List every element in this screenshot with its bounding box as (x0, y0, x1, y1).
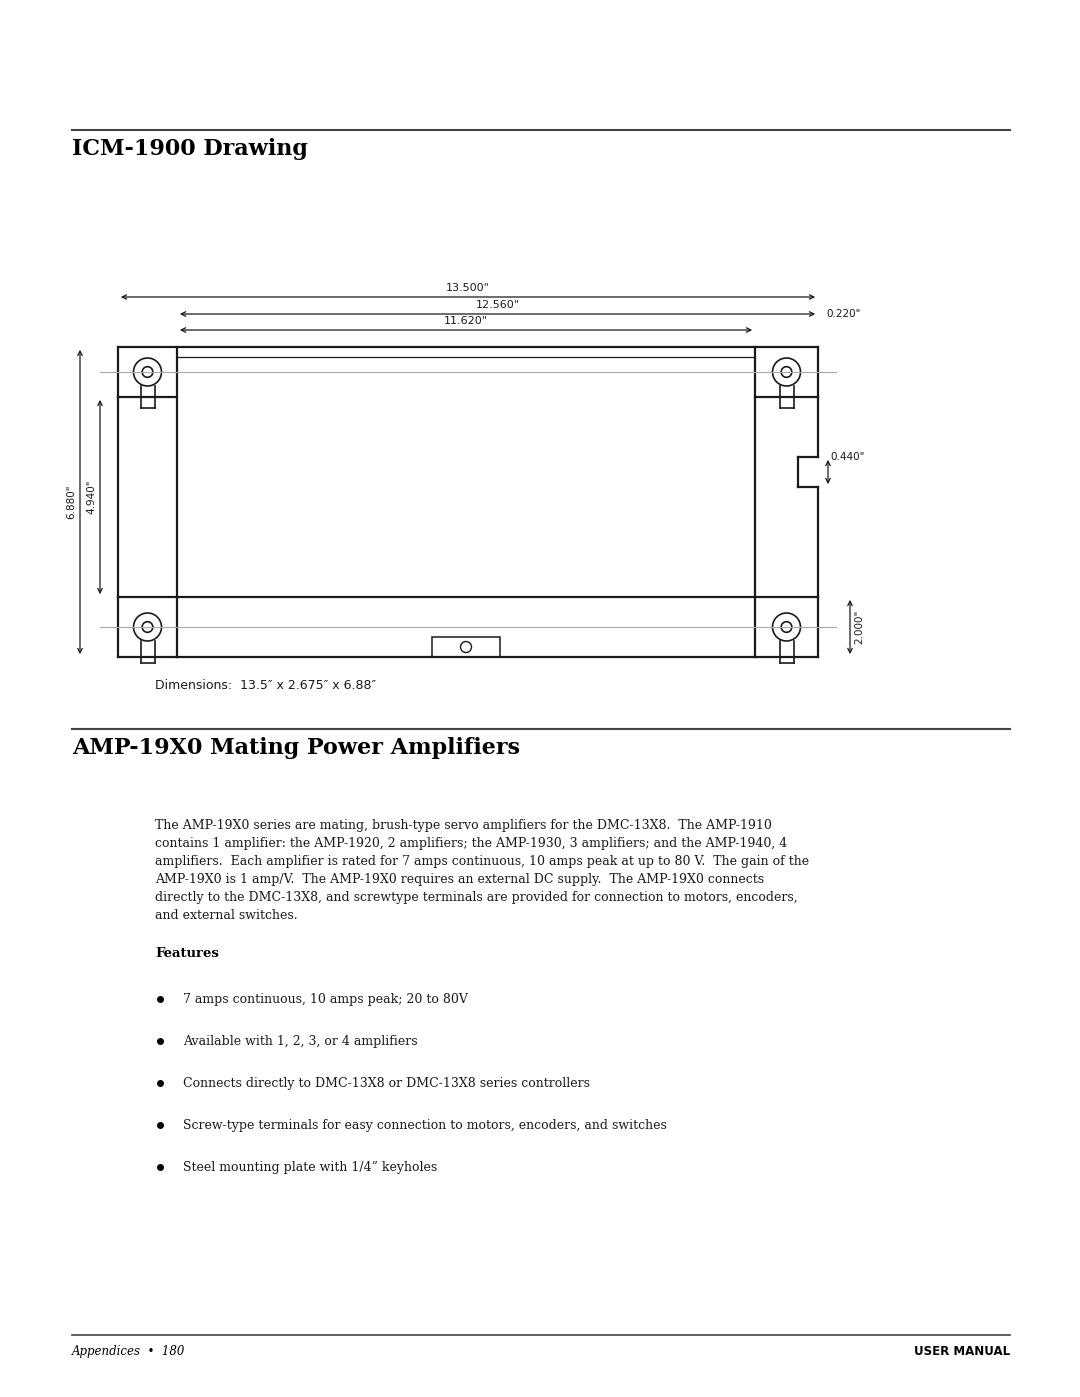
Text: Connects directly to DMC-13X8 or DMC-13X8 series controllers: Connects directly to DMC-13X8 or DMC-13X… (183, 1077, 590, 1090)
Text: Features: Features (156, 947, 219, 960)
Text: Available with 1, 2, 3, or 4 amplifiers: Available with 1, 2, 3, or 4 amplifiers (183, 1035, 418, 1048)
Bar (432, 637, 500, 657)
Text: 7 amps continuous, 10 amps peak; 20 to 80V: 7 amps continuous, 10 amps peak; 20 to 8… (183, 992, 468, 1006)
Text: Dimensions:  13.5″ x 2.675″ x 6.88″: Dimensions: 13.5″ x 2.675″ x 6.88″ (156, 679, 376, 692)
Text: 4.940": 4.940" (86, 479, 96, 514)
Bar (177, 346, 755, 597)
Text: Steel mounting plate with 1/4” keyholes: Steel mounting plate with 1/4” keyholes (183, 1161, 437, 1173)
Text: AMP-19X0 Mating Power Amplifiers: AMP-19X0 Mating Power Amplifiers (72, 738, 519, 759)
Text: 6.880": 6.880" (66, 485, 76, 520)
Text: USER MANUAL: USER MANUAL (914, 1345, 1010, 1358)
Text: ICM-1900 Drawing: ICM-1900 Drawing (72, 138, 308, 161)
Text: 0.220": 0.220" (826, 309, 861, 319)
Text: Appendices  •  180: Appendices • 180 (72, 1345, 186, 1358)
Text: 12.560": 12.560" (475, 300, 519, 310)
Text: The AMP-19X0 series are mating, brush-type servo amplifiers for the DMC-13X8.  T: The AMP-19X0 series are mating, brush-ty… (156, 819, 809, 922)
Text: 2.000": 2.000" (854, 610, 864, 644)
Text: 0.440": 0.440" (831, 453, 864, 462)
Text: 13.500": 13.500" (446, 284, 490, 293)
Text: Screw-type terminals for easy connection to motors, encoders, and switches: Screw-type terminals for easy connection… (183, 1119, 666, 1132)
Text: 11.620": 11.620" (444, 316, 488, 326)
